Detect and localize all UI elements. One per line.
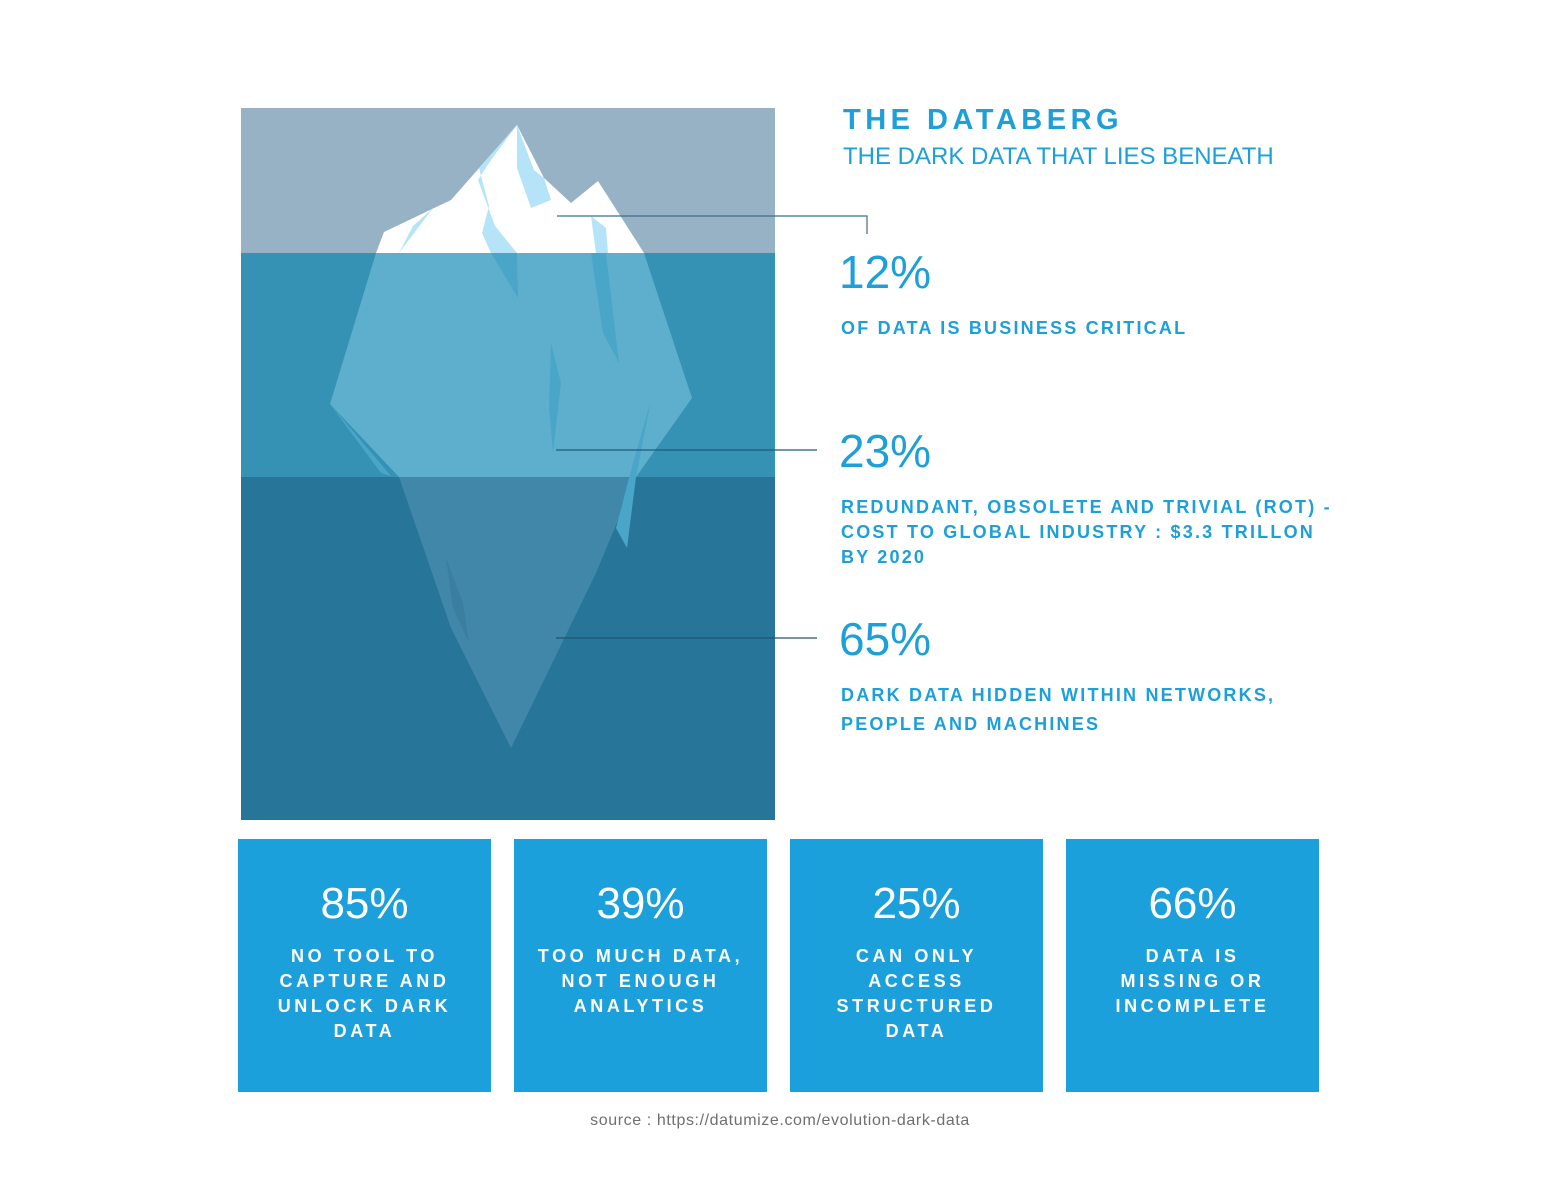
source-citation: source : https://datumize.com/evolution-…: [590, 1112, 970, 1129]
stat-description-business-critical: OF DATA IS BUSINESS CRITICAL: [841, 318, 1188, 338]
stat-description-dark-data: DARK DATA HIDDEN WITHIN NETWORKS, PEOPLE…: [841, 685, 1276, 734]
ice-facet: [491, 253, 518, 298]
card-value: 66%: [1148, 879, 1237, 928]
card-label: TOO MUCH DATA, NOT ENOUGH ANALYTICS: [537, 946, 744, 1016]
page-subtitle: THE DARK DATA THAT LIES BENEATH: [843, 143, 1274, 170]
ice-shadow: [517, 125, 551, 208]
iceberg-illustration: [241, 108, 775, 820]
stat-value-business-critical: 12%: [839, 246, 932, 298]
card-label: NO TOOL TO CAPTURE AND UNLOCK DARK DATA: [277, 946, 452, 1041]
ice-facet: [446, 558, 469, 643]
stat-card-no-tool: 85% NO TOOL TO CAPTURE AND UNLOCK DARK D…: [238, 839, 491, 1092]
card-label: DATA IS MISSING OR INCOMPLETE: [1115, 946, 1270, 1016]
stat-value-rot: 23%: [839, 425, 932, 477]
stat-card-too-much-data: 39% TOO MUCH DATA, NOT ENOUGH ANALYTICS: [514, 839, 767, 1092]
ice-shadow: [478, 125, 517, 253]
stat-value-dark-data: 65%: [839, 613, 932, 665]
ice-shadow: [399, 208, 433, 253]
stat-card-missing-data: 66% DATA IS MISSING OR INCOMPLETE: [1066, 839, 1319, 1092]
ice-facet: [616, 400, 651, 548]
card-value: 25%: [872, 879, 961, 928]
ice-facet: [591, 253, 619, 363]
ice-facet: [549, 343, 561, 453]
stat-description-rot: REDUNDANT, OBSOLETE AND TRIVIAL (ROT) - …: [841, 497, 1332, 567]
page-title: THE DATABERG: [843, 104, 1124, 136]
card-value: 85%: [320, 879, 409, 928]
stat-card-structured-only: 25% CAN ONLY ACCESS STRUCTURED DATA: [790, 839, 1043, 1092]
submerged-iceberg-upper: [330, 253, 692, 477]
card-label: CAN ONLY ACCESS STRUCTURED DATA: [836, 946, 997, 1041]
submerged-iceberg-lower: [399, 477, 636, 748]
card-value: 39%: [596, 879, 685, 928]
